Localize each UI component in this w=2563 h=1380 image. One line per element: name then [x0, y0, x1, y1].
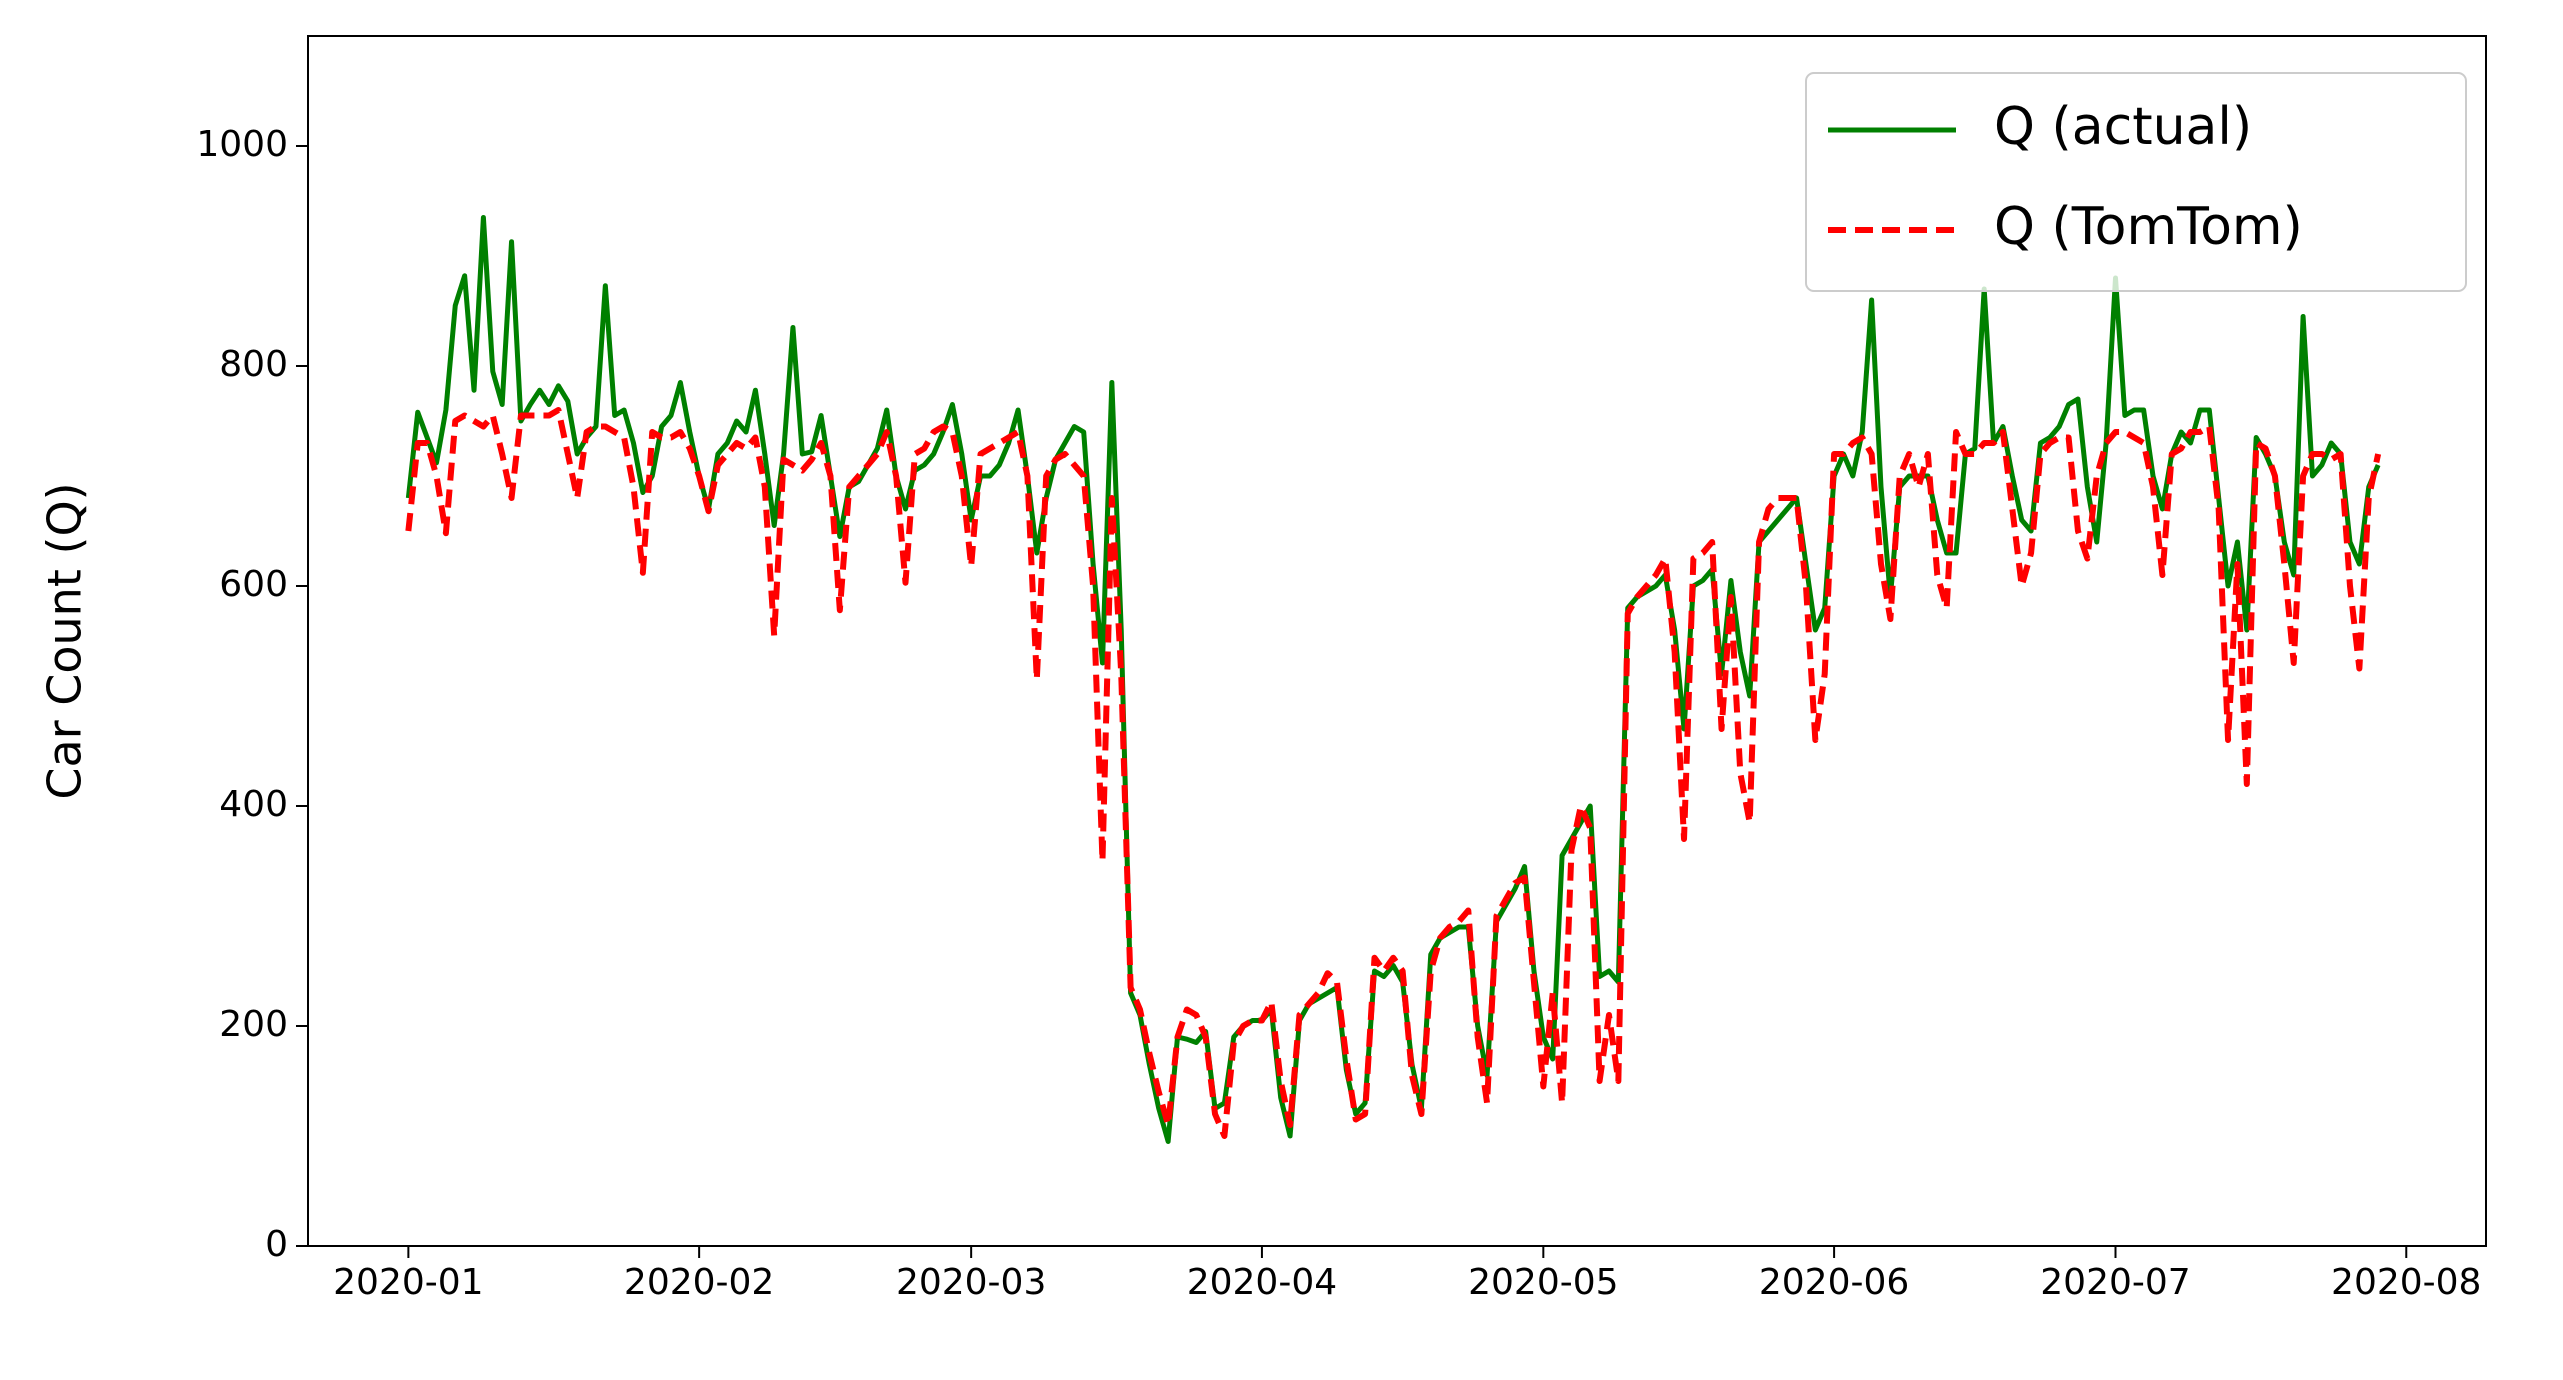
y-tick-label: 800	[219, 344, 288, 385]
x-tick-label: 2020-01	[333, 1262, 483, 1303]
y-tick-label: 1000	[196, 124, 288, 165]
x-tick-label: 2020-08	[2331, 1262, 2481, 1303]
y-tick-label: 600	[219, 564, 288, 605]
x-tick-label: 2020-03	[896, 1262, 1046, 1303]
y-tick-label: 0	[265, 1224, 288, 1265]
legend-label: Q (actual)	[1994, 97, 2252, 157]
legend-label: Q (TomTom)	[1994, 197, 2303, 257]
x-tick-label: 2020-05	[1468, 1262, 1618, 1303]
x-tick-label: 2020-07	[2040, 1262, 2190, 1303]
series-line	[405, 407, 2382, 1139]
series-line	[405, 215, 2381, 1144]
y-tick-label: 200	[219, 1004, 288, 1045]
y-tick-label: 400	[219, 784, 288, 825]
x-tick-label: 2020-02	[624, 1262, 774, 1303]
x-tick-label: 2020-06	[1759, 1262, 1909, 1303]
y-axis-label: Car Count (Q)	[38, 482, 92, 799]
legend-box	[1805, 72, 2467, 292]
x-tick-label: 2020-04	[1187, 1262, 1337, 1303]
plot-frame	[307, 35, 2487, 1247]
